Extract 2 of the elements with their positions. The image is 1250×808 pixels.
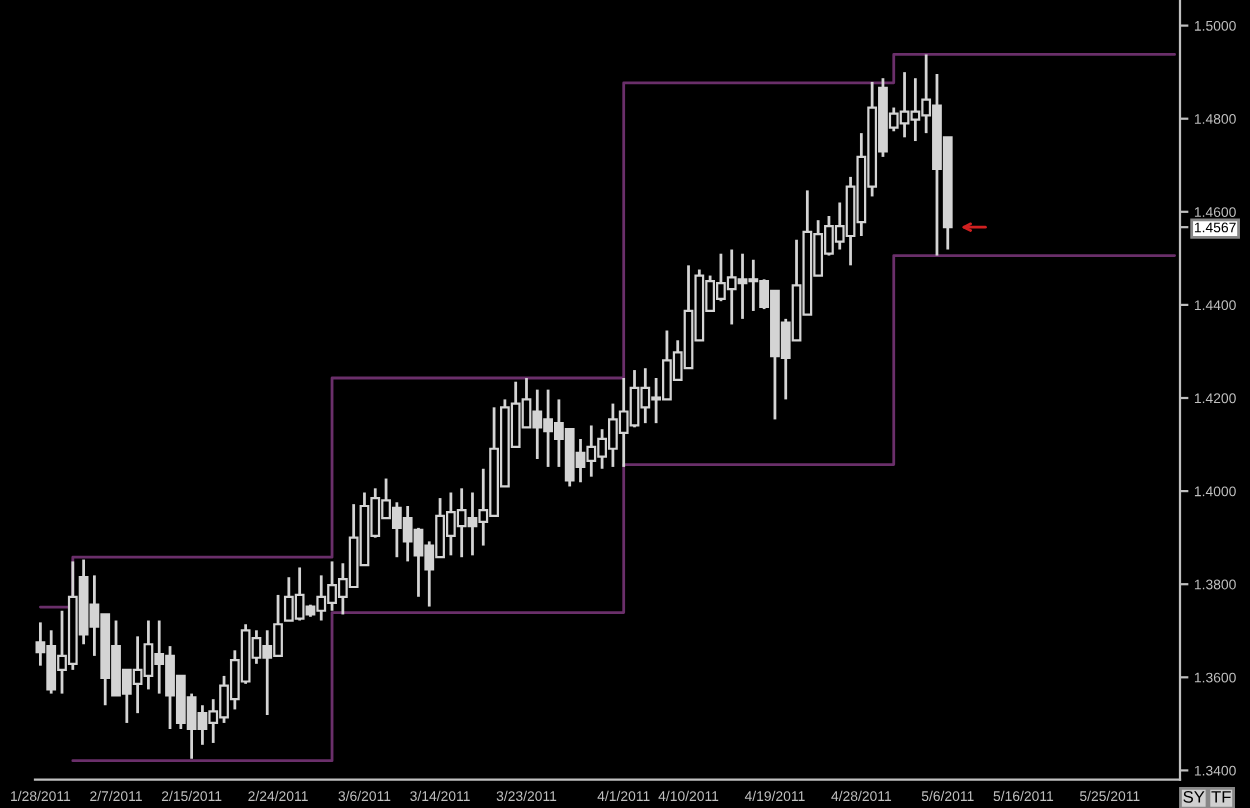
text: SY xyxy=(1183,790,1205,803)
text: TF xyxy=(1211,791,1231,803)
